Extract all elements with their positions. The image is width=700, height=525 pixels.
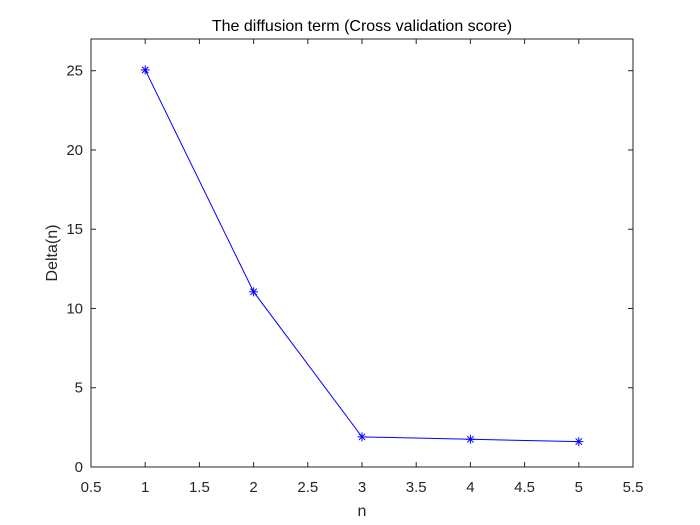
data-series	[140, 65, 584, 447]
x-tick-label: 1.5	[189, 479, 210, 496]
y-tick-label: 15	[66, 221, 83, 238]
x-tick-label: 5.5	[623, 479, 644, 496]
x-tick-label: 4	[466, 479, 474, 496]
data-point-marker	[249, 287, 259, 297]
data-point-marker	[140, 65, 150, 75]
y-tick-label: 5	[75, 380, 83, 397]
chart-title: The diffusion term (Cross validation sco…	[212, 18, 512, 35]
y-tick-label: 25	[66, 63, 83, 80]
x-axis-label: n	[358, 503, 367, 520]
y-tick-label: 20	[66, 142, 83, 159]
x-tick-label: 4.5	[514, 479, 535, 496]
x-tick-label: 3	[358, 479, 366, 496]
y-tick-label: 0	[75, 459, 83, 476]
y-tick-label: 10	[66, 300, 83, 317]
x-tick-label: 5	[575, 479, 583, 496]
x-tick-label: 3.5	[406, 479, 427, 496]
data-point-marker	[574, 437, 584, 447]
plot-area	[90, 38, 634, 468]
x-tick-label: 0.5	[81, 479, 102, 496]
y-axis-label: Delta(n)	[44, 225, 61, 282]
x-tick-label: 2	[249, 479, 257, 496]
data-point-marker	[357, 432, 367, 442]
data-point-marker	[465, 434, 475, 444]
axis-ticks: 0.5 1 1.5 2 2.5 3 3.5 4 4.5 5 5.5 0 5 10 15 20 25	[66, 39, 643, 496]
x-tick-label: 1	[141, 479, 149, 496]
x-tick-label: 2.5	[297, 479, 318, 496]
